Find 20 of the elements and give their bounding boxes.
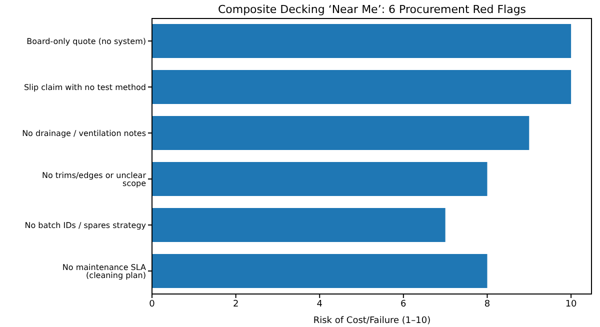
- x-tick-label: 0: [149, 299, 156, 310]
- bar: [152, 70, 572, 104]
- chart-title: Composite Decking ‘Near Me’: 6 Procurement Red Flags: [216, 3, 528, 16]
- bar: [152, 24, 572, 58]
- y-tick-label: No drainage / ventilation notes: [22, 128, 146, 138]
- y-tick-label: No maintenance SLA (cleaning plan): [62, 262, 147, 280]
- y-tick-label: Slip claim with no test method: [24, 82, 146, 92]
- bar: [152, 116, 530, 150]
- x-tick-label: 4: [316, 299, 323, 310]
- x-tick-label: 2: [232, 299, 239, 310]
- x-tick-label: 8: [484, 299, 490, 310]
- y-tick-label: No trims/edges or unclear scope: [42, 170, 147, 188]
- x-tick-label: 6: [400, 299, 407, 310]
- y-tick-label: Board-only quote (no system): [26, 36, 146, 46]
- bar: [152, 162, 488, 196]
- bar: [152, 254, 488, 288]
- x-axis-title: Risk of Cost/Failure (1–10): [313, 316, 431, 326]
- y-tick-label: No batch IDs / spares strategy: [24, 220, 146, 230]
- x-tick-label: 10: [565, 299, 578, 310]
- bar: [152, 208, 446, 242]
